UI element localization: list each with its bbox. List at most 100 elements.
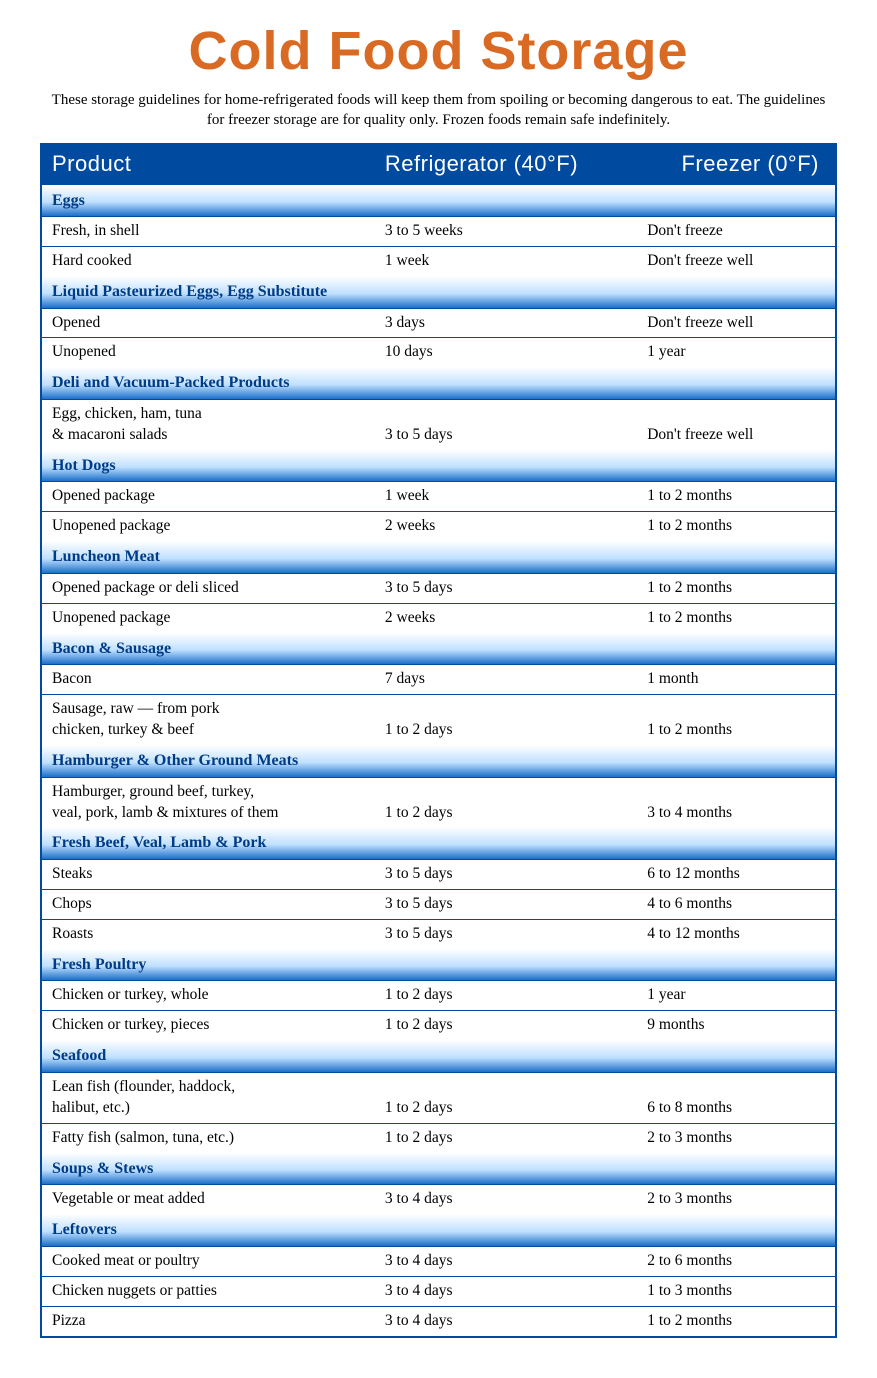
cell-freezer: 1 month [637, 665, 836, 695]
cell-product: Sausage, raw — from porkchicken, turkey … [41, 695, 375, 745]
cell-fridge: 1 to 2 days [375, 981, 637, 1011]
cell-freezer: Don't freeze [637, 217, 836, 247]
cell-product: Roasts [41, 919, 375, 948]
table-row: Roasts3 to 5 days4 to 12 months [41, 919, 836, 948]
cell-freezer: 4 to 12 months [637, 919, 836, 948]
section-header-cell: Deli and Vacuum-Packed Products [41, 367, 836, 399]
cell-fridge: 3 to 5 days [375, 890, 637, 920]
cell-fridge: 2 weeks [375, 512, 637, 541]
section-header-cell: Fresh Beef, Veal, Lamb & Pork [41, 827, 836, 859]
cell-product: Unopened [41, 338, 375, 367]
table-row: Opened3 daysDon't freeze well [41, 308, 836, 338]
cell-fridge: 1 to 2 days [375, 1072, 637, 1123]
table-row: Unopened package2 weeks1 to 2 months [41, 603, 836, 632]
cell-product: Fresh, in shell [41, 217, 375, 247]
cell-product: Chicken or turkey, whole [41, 981, 375, 1011]
section-header-row: Fresh Beef, Veal, Lamb & Pork [41, 827, 836, 859]
cell-fridge: 1 to 2 days [375, 1011, 637, 1040]
col-header-product: Product [41, 144, 375, 185]
table-row: Egg, chicken, ham, tuna& macaroni salads… [41, 399, 836, 449]
cell-fridge: 3 to 4 days [375, 1185, 637, 1214]
storage-table: Product Refrigerator (40°F) Freezer (0°F… [40, 143, 837, 1338]
cell-fridge: 7 days [375, 665, 637, 695]
section-header-cell: Eggs [41, 185, 836, 217]
cell-product: Vegetable or meat added [41, 1185, 375, 1214]
cell-product: Cooked meat or poultry [41, 1246, 375, 1276]
section-header-cell: Liquid Pasteurized Eggs, Egg Substitute [41, 276, 836, 308]
cell-fridge: 3 to 5 days [375, 573, 637, 603]
section-header-row: Leftovers [41, 1214, 836, 1246]
section-header-cell: Bacon & Sausage [41, 633, 836, 665]
page-subtitle: These storage guidelines for home-refrig… [49, 90, 829, 131]
cell-freezer: 1 to 2 months [637, 1306, 836, 1336]
cell-fridge: 3 to 5 weeks [375, 217, 637, 247]
table-header-row: Product Refrigerator (40°F) Freezer (0°F… [41, 144, 836, 185]
cell-freezer: 2 to 3 months [637, 1185, 836, 1214]
col-header-fridge: Refrigerator (40°F) [375, 144, 637, 185]
table-row: Pizza3 to 4 days1 to 2 months [41, 1306, 836, 1336]
cell-fridge: 1 to 2 days [375, 695, 637, 745]
table-row: Unopened package2 weeks1 to 2 months [41, 512, 836, 541]
cell-fridge: 1 to 2 days [375, 777, 637, 827]
section-header-row: Seafood [41, 1040, 836, 1072]
section-header-row: Eggs [41, 185, 836, 217]
cell-fridge: 3 to 5 days [375, 399, 637, 449]
table-row: Cooked meat or poultry3 to 4 days2 to 6 … [41, 1246, 836, 1276]
cell-product: Unopened package [41, 603, 375, 632]
col-header-freezer: Freezer (0°F) [637, 144, 836, 185]
cell-freezer: 1 to 2 months [637, 482, 836, 512]
cell-product: Opened package or deli sliced [41, 573, 375, 603]
table-row: Opened package1 week1 to 2 months [41, 482, 836, 512]
table-row: Bacon7 days1 month [41, 665, 836, 695]
table-row: Chicken nuggets or patties3 to 4 days1 t… [41, 1276, 836, 1306]
cell-product: Egg, chicken, ham, tuna& macaroni salads [41, 399, 375, 449]
section-header-row: Bacon & Sausage [41, 633, 836, 665]
table-row: Vegetable or meat added3 to 4 days2 to 3… [41, 1185, 836, 1214]
cell-product: Fatty fish (salmon, tuna, etc.) [41, 1123, 375, 1152]
cell-product: Hard cooked [41, 247, 375, 276]
cell-product: Chops [41, 890, 375, 920]
cell-product: Bacon [41, 665, 375, 695]
section-header-cell: Seafood [41, 1040, 836, 1072]
table-row: Hard cooked1 weekDon't freeze well [41, 247, 836, 276]
table-row: Fresh, in shell3 to 5 weeksDon't freeze [41, 217, 836, 247]
cell-freezer: Don't freeze well [637, 308, 836, 338]
table-row: Sausage, raw — from porkchicken, turkey … [41, 695, 836, 745]
cell-freezer: Don't freeze well [637, 399, 836, 449]
table-row: Hamburger, ground beef, turkey,veal, por… [41, 777, 836, 827]
section-header-cell: Fresh Poultry [41, 949, 836, 981]
section-header-row: Hamburger & Other Ground Meats [41, 745, 836, 777]
cell-freezer: 1 to 2 months [637, 603, 836, 632]
cell-fridge: 1 week [375, 482, 637, 512]
cell-fridge: 1 to 2 days [375, 1123, 637, 1152]
section-header-row: Fresh Poultry [41, 949, 836, 981]
cell-freezer: 1 to 2 months [637, 573, 836, 603]
cell-fridge: 10 days [375, 338, 637, 367]
cell-product: Chicken or turkey, pieces [41, 1011, 375, 1040]
cell-freezer: 4 to 6 months [637, 890, 836, 920]
table-body: EggsFresh, in shell3 to 5 weeksDon't fre… [41, 185, 836, 1337]
cell-fridge: 3 to 5 days [375, 860, 637, 890]
cell-fridge: 3 days [375, 308, 637, 338]
cell-product: Opened [41, 308, 375, 338]
section-header-row: Luncheon Meat [41, 541, 836, 573]
cell-freezer: 6 to 8 months [637, 1072, 836, 1123]
section-header-row: Hot Dogs [41, 450, 836, 482]
page: Cold Food Storage These storage guidelin… [0, 0, 877, 1378]
table-row: Chops3 to 5 days4 to 6 months [41, 890, 836, 920]
table-row: Fatty fish (salmon, tuna, etc.)1 to 2 da… [41, 1123, 836, 1152]
cell-freezer: 1 year [637, 338, 836, 367]
cell-product: Pizza [41, 1306, 375, 1336]
cell-product: Chicken nuggets or patties [41, 1276, 375, 1306]
table-row: Lean fish (flounder, haddock,halibut, et… [41, 1072, 836, 1123]
cell-product: Hamburger, ground beef, turkey,veal, por… [41, 777, 375, 827]
cell-freezer: 3 to 4 months [637, 777, 836, 827]
cell-fridge: 3 to 4 days [375, 1276, 637, 1306]
cell-product: Opened package [41, 482, 375, 512]
section-header-cell: Hot Dogs [41, 450, 836, 482]
section-header-cell: Luncheon Meat [41, 541, 836, 573]
cell-freezer: 1 to 3 months [637, 1276, 836, 1306]
table-row: Steaks3 to 5 days6 to 12 months [41, 860, 836, 890]
cell-fridge: 1 week [375, 247, 637, 276]
section-header-cell: Hamburger & Other Ground Meats [41, 745, 836, 777]
